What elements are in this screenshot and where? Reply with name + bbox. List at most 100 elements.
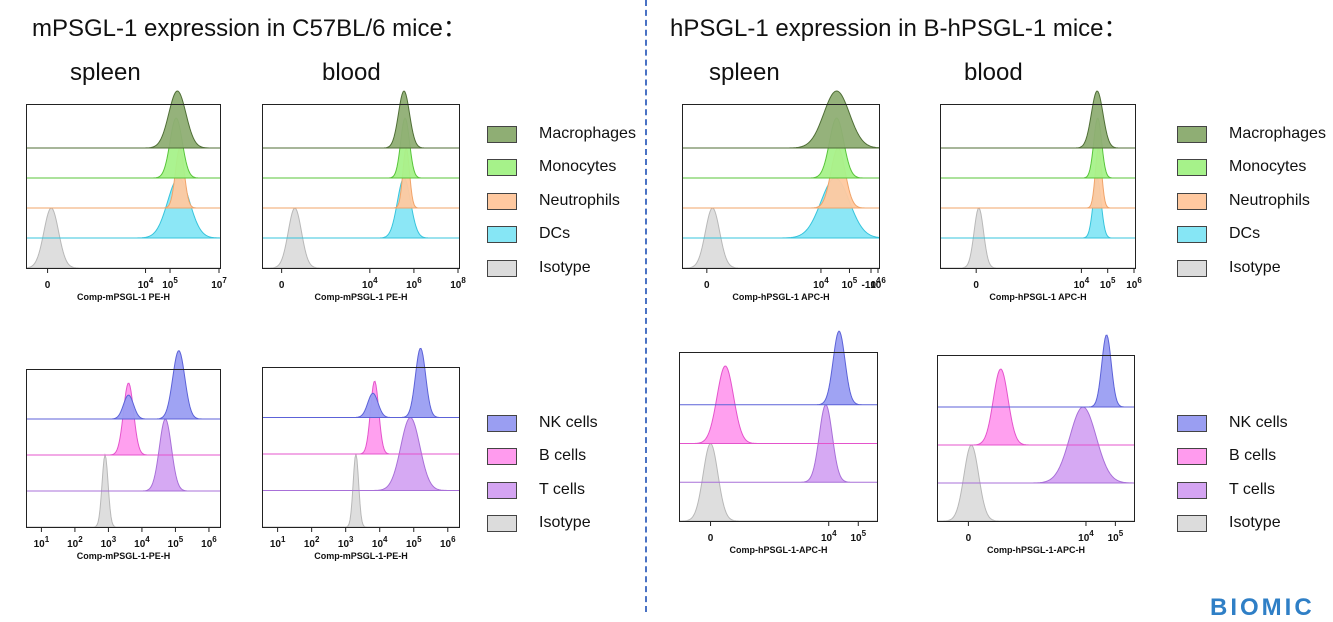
histogram-svg: -104 0 104 105 106 Comp-hPSGL-1 APC-H <box>862 90 1142 302</box>
histogram-trace-nk-cells <box>27 349 220 420</box>
legend-label: B cells <box>1229 447 1277 464</box>
histogram-svg: 0 104 105 107 Comp-mPSGL-1 PE-H <box>26 90 227 302</box>
plot-frame <box>940 104 1136 269</box>
x-tick-label: 104 <box>138 276 154 291</box>
x-axis-label: Comp-mPSGL-1 PE-H <box>314 292 407 302</box>
legend-label: Macrophages <box>539 125 636 142</box>
x-tick-label: 0 <box>973 280 979 291</box>
histogram-trace-nk-cells <box>263 347 459 418</box>
histogram-trace-nk-cells <box>938 334 1134 408</box>
plot-frame <box>262 367 460 528</box>
panel-divider <box>645 0 647 612</box>
legend-label: T cells <box>539 481 585 498</box>
legend-swatch <box>1177 126 1207 143</box>
histogram-hpsgl1-spleen-myeloid: 0 104 105 106 Comp-hPSGL-1 APC-H <box>682 90 886 304</box>
legend-swatch <box>1177 159 1207 176</box>
x-tick-label: 105 <box>842 276 858 291</box>
histogram-mpsgl1-spleen-myeloid: 0 104 105 107 Comp-mPSGL-1 PE-H <box>26 90 227 304</box>
histogram-mpsgl1-blood-myeloid: 0 104 106 108 Comp-mPSGL-1 PE-H <box>262 90 466 304</box>
x-tick-label: 0 <box>966 533 972 544</box>
histogram-svg: 101 102 103 104 105 106 Comp-mPSGL-1-PE-H <box>26 349 221 561</box>
legend-label: DCs <box>539 225 571 242</box>
x-tick-label: 106 <box>201 535 217 550</box>
tissue-label-left-spleen: spleen <box>70 59 141 86</box>
legend-swatch <box>487 260 517 277</box>
plot-frame <box>26 104 221 269</box>
histogram-svg: 101 102 103 104 105 106 Comp-mPSGL-1-PE-H <box>262 347 460 561</box>
x-tick-label: 105 <box>850 529 866 544</box>
legend-swatch <box>487 126 517 143</box>
x-tick-label: 102 <box>67 535 83 550</box>
histogram-trace-t-cells <box>263 417 459 491</box>
tissue-label-left-blood: blood <box>322 59 381 86</box>
tissue-label-right-blood: blood <box>964 59 1023 86</box>
x-axis-label: Comp-hPSGL-1-APC-H <box>730 545 828 555</box>
x-tick-label: 0 <box>45 280 51 291</box>
legend-swatch <box>1177 415 1207 432</box>
legend-label: Macrophages <box>1229 125 1326 142</box>
legend-swatch <box>1177 226 1207 243</box>
legend-label: Monocytes <box>539 158 617 175</box>
legend-swatch <box>487 482 517 499</box>
x-tick-label: 104 <box>821 529 837 544</box>
x-tick-label: 103 <box>338 535 354 550</box>
x-tick-label: 104 <box>1078 529 1094 544</box>
legend-swatch <box>1177 515 1207 532</box>
plot-frame <box>679 352 878 522</box>
histogram-hpsgl1-spleen-lymphoid: 0 104 105 Comp-hPSGL-1-APC-H <box>679 330 878 557</box>
legend-swatch <box>1177 193 1207 210</box>
x-axis-label: Comp-mPSGL-1 PE-H <box>77 292 170 302</box>
histogram-svg: 0 104 105 Comp-hPSGL-1-APC-H <box>937 334 1135 555</box>
legend-swatch <box>1177 260 1207 277</box>
legend-swatch <box>487 159 517 176</box>
histogram-trace-b-cells <box>938 368 1134 446</box>
tissue-label-right-spleen: spleen <box>709 59 780 86</box>
legend-swatch <box>1177 448 1207 465</box>
histogram-trace-macrophages <box>263 90 459 149</box>
histogram-svg: 0 104 106 108 Comp-mPSGL-1 PE-H <box>262 90 466 302</box>
histogram-trace-monocytes <box>263 117 459 179</box>
x-tick-label: 101 <box>270 535 286 550</box>
histogram-hpsgl1-blood-myeloid: -104 0 104 105 106 Comp-hPSGL-1 APC-H <box>862 90 1142 304</box>
legend-label: Isotype <box>539 259 591 276</box>
company-logo: BIOMIC <box>1210 594 1315 621</box>
histogram-trace-monocytes <box>683 117 879 179</box>
x-tick-label: 104 <box>813 276 829 291</box>
x-tick-label: 104 <box>1074 276 1090 291</box>
legend-label: Monocytes <box>1229 158 1307 175</box>
histogram-trace-macrophages <box>27 90 220 149</box>
histogram-trace-neutrophils <box>263 146 459 209</box>
x-tick-label: 0 <box>708 533 714 544</box>
histogram-mpsgl1-blood-lymphoid: 101 102 103 104 105 106 Comp-mPSGL-1-PE-H <box>262 347 460 563</box>
plot-frame <box>682 104 880 269</box>
histogram-hpsgl1-blood-lymphoid: 0 104 105 Comp-hPSGL-1-APC-H <box>937 334 1135 557</box>
histogram-trace-macrophages <box>683 90 880 149</box>
x-tick-label: 105 <box>1108 529 1124 544</box>
legend-swatch <box>487 448 517 465</box>
legend-label: Neutrophils <box>539 192 620 209</box>
x-tick-label: 106 <box>870 276 886 291</box>
x-tick-label: -104 <box>862 276 881 291</box>
left-panel-title: mPSGL-1 expression in C57BL/6 mice： <box>32 15 467 42</box>
histogram-svg: 0 104 105 Comp-hPSGL-1-APC-H <box>679 330 878 555</box>
x-tick-label: 105 <box>168 535 184 550</box>
legend-label: T cells <box>1229 481 1275 498</box>
x-axis-label: Comp-mPSGL-1-PE-H <box>77 551 171 561</box>
x-tick-label: 106 <box>1126 276 1142 291</box>
x-tick-label: 106 <box>440 535 456 550</box>
right-panel-title: hPSGL-1 expression in B-hPSGL-1 mice： <box>670 15 1128 42</box>
histogram-trace-b-cells <box>263 380 459 455</box>
x-tick-label: 105 <box>162 276 178 291</box>
legend-label: NK cells <box>1229 414 1288 431</box>
histogram-trace-t-cells <box>27 418 220 492</box>
histogram-mpsgl1-spleen-lymphoid: 101 102 103 104 105 106 Comp-mPSGL-1-PE-H <box>26 349 221 563</box>
legend-swatch <box>487 515 517 532</box>
legend-label: DCs <box>1229 225 1261 242</box>
legend-label: Isotype <box>539 514 591 531</box>
x-tick-label: 105 <box>406 535 422 550</box>
legend-label: B cells <box>539 447 587 464</box>
x-axis-label: Comp-hPSGL-1-APC-H <box>987 545 1085 555</box>
histogram-trace-t-cells <box>680 404 877 483</box>
histogram-svg: 0 104 105 106 Comp-hPSGL-1 APC-H <box>682 90 886 302</box>
x-tick-label: 107 <box>211 276 227 291</box>
